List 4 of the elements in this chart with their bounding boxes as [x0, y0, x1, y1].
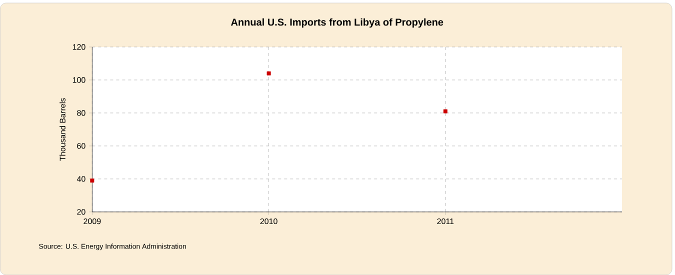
point — [266, 71, 271, 76]
point — [90, 178, 94, 183]
point — [443, 109, 448, 114]
chart-title: Annual U.S. Imports from Libya of Propylene — [230, 18, 444, 28]
